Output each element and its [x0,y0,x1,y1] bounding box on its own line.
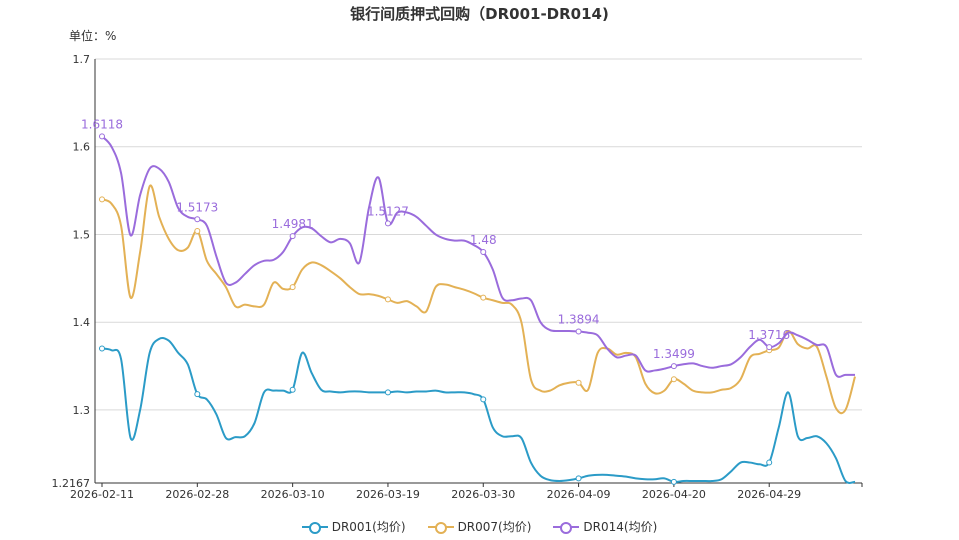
legend-marker-icon [553,520,580,534]
y-tick-label: 1.6 [73,141,91,154]
data-point [480,249,487,256]
chart-title: 银行间质押式回购（DR001-DR014) [350,5,609,23]
chart-legend[interactable]: DR001(均价) DR007(均价) DR014(均价) [0,518,959,535]
x-tick-label: 2026-03-10 [261,488,325,501]
data-point [99,196,105,203]
data-point [384,220,391,227]
data-point [575,328,582,335]
data-point [670,478,677,485]
legend-marker-icon [301,520,328,534]
x-tick-label: 2026-03-19 [356,488,420,501]
data-point [194,216,201,223]
legend-marker-icon [427,520,454,534]
data-point [289,233,296,240]
data-label: 1.3894 [558,312,600,326]
data-point [99,345,105,352]
data-point [384,296,391,303]
data-point [99,133,105,140]
data-point [480,396,487,403]
data-point [670,363,677,370]
legend-label: DR007(均价) [457,520,532,534]
y-tick-label: 1.2167 [52,477,91,490]
data-point [766,344,773,351]
data-point [194,391,201,398]
data-point [480,294,487,301]
y-tick-label: 1.7 [73,53,91,66]
data-label: 1.6118 [81,117,123,131]
x-tick-label: 2026-04-09 [547,488,611,501]
y-tick-label: 1.4 [73,316,91,329]
data-point [289,386,296,393]
legend-label: DR014(均价) [583,520,658,534]
y-tick-label: 1.3 [73,404,91,417]
data-point [670,376,677,383]
data-point [289,284,296,291]
x-tick-label: 2026-02-28 [165,488,229,501]
x-tick-label: 2026-04-20 [642,488,706,501]
data-point [384,389,391,396]
x-tick-label: 2026-02-11 [70,488,134,501]
x-tick-label: 2026-03-30 [451,488,515,501]
series-line-2 [101,184,856,415]
series-line-1 [101,336,856,484]
legend-label: DR001(均价) [331,520,406,534]
legend-item-1[interactable]: DR001(均价) [301,518,406,535]
legend-item-2[interactable]: DR007(均价) [427,518,532,535]
data-label: 1.3499 [653,347,695,361]
x-tick-label: 2026-04-29 [737,488,801,501]
data-label: 1.48 [470,233,497,247]
data-point [575,475,582,482]
legend-item-3[interactable]: DR014(均价) [553,518,657,535]
data-label: 1.5127 [367,204,409,218]
data-label: 1.5173 [176,200,218,214]
y-axis-unit-label: 单位：% [69,29,117,43]
data-point [194,227,201,234]
data-label: 1.3716 [748,328,790,342]
y-tick-label: 1.5 [73,228,91,241]
series-line-3 [101,135,855,378]
data-point [575,379,582,386]
data-label: 1.4981 [272,217,314,231]
data-point [766,459,773,466]
